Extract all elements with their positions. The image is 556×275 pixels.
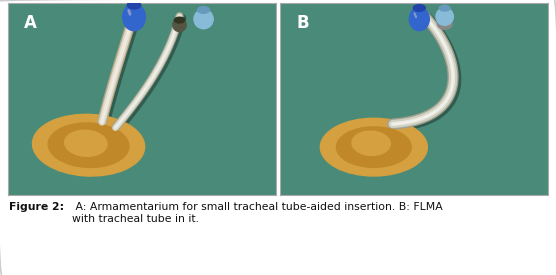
Ellipse shape [436, 8, 453, 25]
Ellipse shape [197, 7, 210, 13]
Ellipse shape [64, 130, 107, 156]
Text: Figure 2:: Figure 2: [9, 202, 64, 212]
Ellipse shape [439, 5, 450, 11]
Ellipse shape [175, 17, 185, 23]
Ellipse shape [409, 7, 429, 31]
Ellipse shape [48, 123, 129, 167]
Ellipse shape [127, 1, 141, 9]
Ellipse shape [123, 4, 146, 31]
Text: B: B [296, 14, 309, 32]
Text: A: Armamentarium for small tracheal tube-aided insertion. B: FLMA
with tracheal : A: Armamentarium for small tracheal tube… [72, 202, 443, 224]
Ellipse shape [336, 127, 411, 167]
Ellipse shape [320, 118, 428, 176]
Ellipse shape [413, 5, 425, 11]
Ellipse shape [438, 19, 452, 29]
Ellipse shape [32, 114, 145, 176]
Ellipse shape [194, 9, 213, 29]
Ellipse shape [352, 131, 390, 155]
Text: A: A [24, 14, 37, 32]
Ellipse shape [173, 18, 186, 32]
